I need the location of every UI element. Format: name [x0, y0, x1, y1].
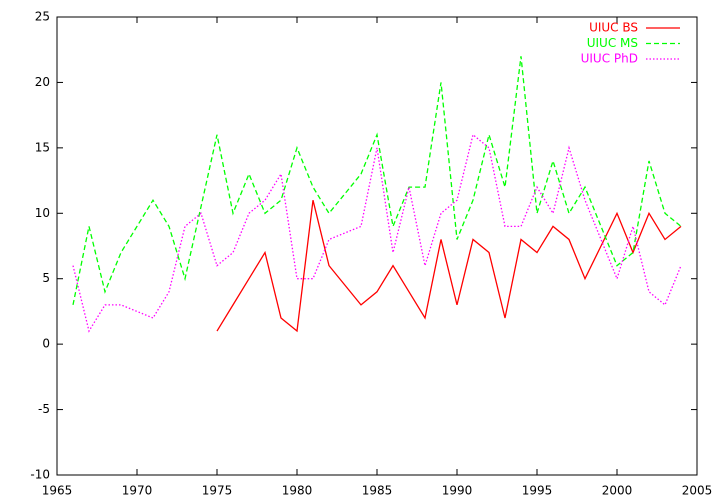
data-line	[216, 200, 682, 333]
x-tick-label: 2005	[682, 484, 713, 498]
y-tick-label: 0	[42, 337, 50, 351]
x-tick-label: 1985	[362, 484, 393, 498]
y-tick-label: -10	[30, 468, 50, 482]
legend-label: UIUC PhD	[581, 52, 638, 66]
y-tick-label: 10	[35, 206, 50, 220]
legend-label: UIUC MS	[587, 36, 638, 50]
x-tick-label: 1970	[122, 484, 153, 498]
x-tick-label: 1975	[202, 484, 233, 498]
x-tick-label: 2000	[602, 484, 633, 498]
x-tick-label: 1990	[442, 484, 473, 498]
x-tick-label: 1995	[522, 484, 553, 498]
x-tick-label: 1965	[42, 484, 73, 498]
y-tick-label: 5	[42, 271, 50, 285]
y-tick-label: 25	[35, 10, 50, 24]
data-line	[72, 133, 682, 333]
x-tick-label: 1980	[282, 484, 313, 498]
y-tick-label: 15	[35, 140, 50, 154]
data-line	[72, 56, 682, 306]
y-tick-label: -5	[38, 402, 50, 416]
legend-label: UIUC BS	[589, 21, 638, 35]
y-tick-label: 20	[35, 75, 50, 89]
